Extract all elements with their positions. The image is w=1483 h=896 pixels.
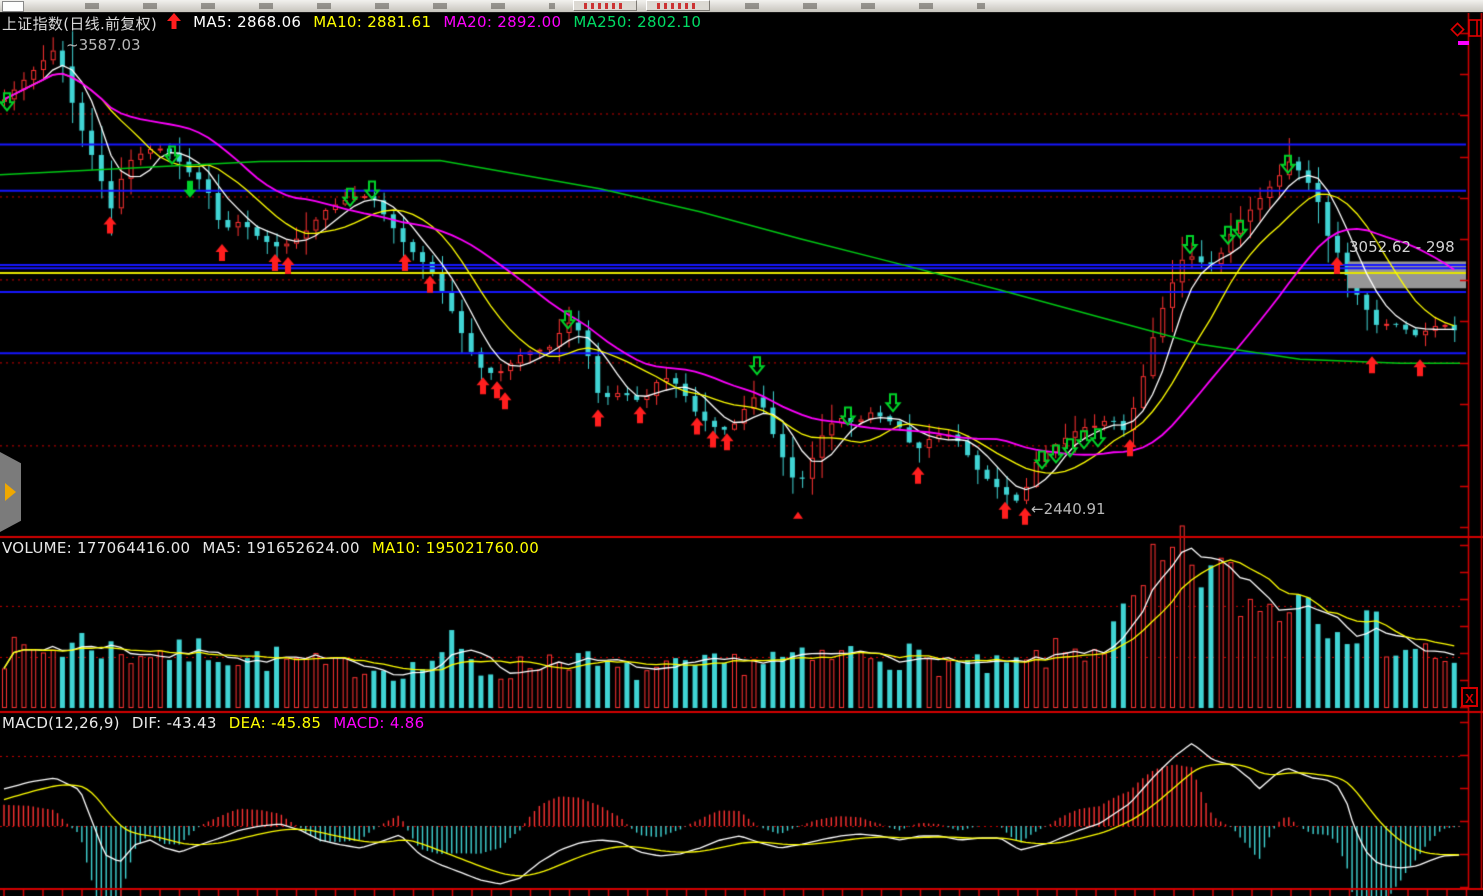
volume-ma5-value: MA5: 191652624.00 — [202, 539, 360, 557]
expand-sidebar-handle[interactable] — [0, 452, 21, 532]
peak-price-label: ~3587.03 — [66, 36, 141, 54]
right-triangle-icon — [5, 483, 16, 501]
up-arrow-icon — [167, 13, 182, 34]
symbol-title: 上证指数(日线.前复权) — [2, 15, 158, 33]
menu-red-button-2[interactable] — [646, 0, 710, 11]
ma250-value: MA250: 2802.10 — [573, 13, 702, 31]
ma20-value: MA20: 2892.00 — [443, 13, 562, 31]
low-price-label: ←2440.91 — [1031, 500, 1106, 518]
dif-value: DIF: -43.43 — [131, 714, 217, 732]
ma10-value: MA10: 2881.61 — [313, 13, 432, 31]
magenta-indicator — [1458, 41, 1469, 45]
window-layout-icon[interactable] — [1468, 19, 1483, 44]
close-volume-pane-button[interactable]: X — [1461, 687, 1478, 707]
close-x-icon: X — [1465, 691, 1474, 706]
volume-value: VOLUME: 177064416.00 — [2, 539, 191, 557]
diamond-icon[interactable] — [1449, 21, 1466, 42]
red-text-fragment — [657, 3, 699, 9]
menu-bar — [0, 0, 1483, 13]
menu-items-truncated — [745, 3, 985, 9]
menu-red-button-1[interactable] — [573, 0, 637, 11]
dea-value: DEA: -45.85 — [228, 714, 322, 732]
ma5-value: MA5: 2868.06 — [193, 13, 302, 31]
red-text-fragment — [584, 3, 626, 9]
main-chart-header: 上证指数(日线.前复权) MA5: 2868.06 MA10: 2881.61 … — [2, 13, 701, 34]
macd-header: MACD(12,26,9) DIF: -43.43 DEA: -45.85 MA… — [2, 714, 424, 732]
selection-range-label: 3052.62 - 298 — [1349, 238, 1455, 256]
window-icon — [2, 1, 24, 12]
volume-header: VOLUME: 177064416.00 MA5: 191652624.00 M… — [2, 539, 539, 557]
volume-ma10-value: MA10: 195021760.00 — [371, 539, 540, 557]
macd-params: MACD(12,26,9) — [2, 714, 120, 732]
menu-items-truncated — [85, 3, 555, 9]
macd-value: MACD: 4.86 — [333, 714, 425, 732]
